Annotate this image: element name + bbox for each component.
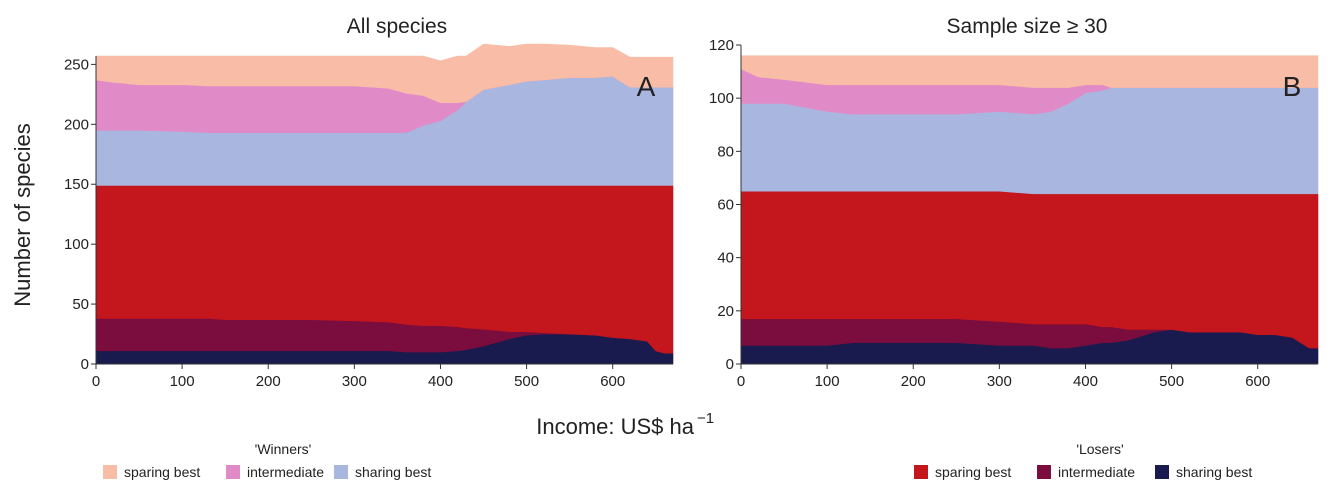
stacked-areas-b (740, 55, 1319, 365)
x-tick-label: 100 (170, 373, 195, 390)
x-tick-label: 600 (600, 373, 625, 390)
legend-label-winners-sparing: sparing best (124, 464, 200, 480)
x-tick-label: 0 (92, 373, 100, 390)
legend-label-winners-sharing: sharing best (355, 464, 431, 480)
y-tick-label: 20 (717, 303, 734, 320)
chart-title-b: Sample size ≥ 30 (947, 15, 1108, 38)
stacked-areas-a (95, 43, 674, 365)
x-tick-label: 600 (1245, 373, 1270, 390)
legend-swatch-winners-sparing (103, 465, 117, 479)
x-axis-label: Income: US$ ha (536, 414, 695, 439)
axes-a: 0 50 100 150 200 250 0 100 200 300 400 500 600 (64, 56, 673, 390)
panel-b: Sample size ≥ 30 0 20 40 60 80 100 120 0 100 200 3… (709, 15, 1319, 390)
area-winners-sparing-best (95, 43, 674, 104)
y-tick-label: 80 (717, 143, 734, 160)
area-winners-sparing-best (740, 55, 1319, 88)
x-tick-label: 500 (514, 373, 539, 390)
x-tick-label: 0 (737, 373, 745, 390)
y-tick-label: 120 (709, 37, 734, 54)
panel-a: All species 0 50 100 150 200 250 0 100 200 300 400… (64, 15, 674, 390)
x-tick-label: 400 (428, 373, 453, 390)
x-tick-label: 300 (342, 373, 367, 390)
y-tick-label: 150 (64, 176, 89, 193)
legend-winners: 'Winners' sparing best intermediate shar… (103, 441, 431, 480)
y-tick-label: 50 (72, 296, 89, 313)
x-tick-label: 400 (1073, 373, 1098, 390)
legend-label-losers-sharing: sharing best (1176, 464, 1252, 480)
x-tick-label: 200 (256, 373, 281, 390)
legend-swatch-losers-intermediate (1037, 465, 1051, 479)
y-tick-label: 60 (717, 197, 734, 214)
legend-losers: 'Losers' sparing best intermediate shari… (914, 441, 1252, 480)
legend-swatch-losers-sharing (1155, 465, 1169, 479)
x-tick-label: 200 (901, 373, 926, 390)
x-tick-label: 300 (987, 373, 1012, 390)
x-tick-label: 100 (815, 373, 840, 390)
panel-letter-b: B (1283, 71, 1302, 102)
legend-label-losers-sparing: sparing best (935, 464, 1011, 480)
y-tick-label: 40 (717, 250, 734, 267)
y-tick-label: 250 (64, 56, 89, 73)
x-tick-label: 500 (1159, 373, 1184, 390)
legend-losers-title: 'Losers' (1076, 441, 1123, 457)
chart-title-a: All species (347, 15, 447, 38)
legend-swatch-winners-sharing (334, 465, 348, 479)
legend-swatch-losers-sparing (914, 465, 928, 479)
axes-b: 0 20 40 60 80 100 120 0 100 200 300 400 500 600 (709, 37, 1318, 390)
legend-label-winners-intermediate: intermediate (247, 464, 324, 480)
y-tick-label: 200 (64, 116, 89, 133)
y-tick-label: 0 (726, 356, 734, 373)
panel-letter-a: A (637, 71, 656, 102)
legend-label-losers-intermediate: intermediate (1058, 464, 1135, 480)
x-axis-label-superscript: −1 (697, 410, 714, 427)
y-tick-label: 100 (64, 236, 89, 253)
y-tick-label: 100 (709, 90, 734, 107)
y-tick-label: 0 (81, 356, 89, 373)
legend-swatch-winners-intermediate (226, 465, 240, 479)
legend-winners-title: 'Winners' (255, 441, 312, 457)
y-axis-label: Number of species (10, 123, 35, 306)
